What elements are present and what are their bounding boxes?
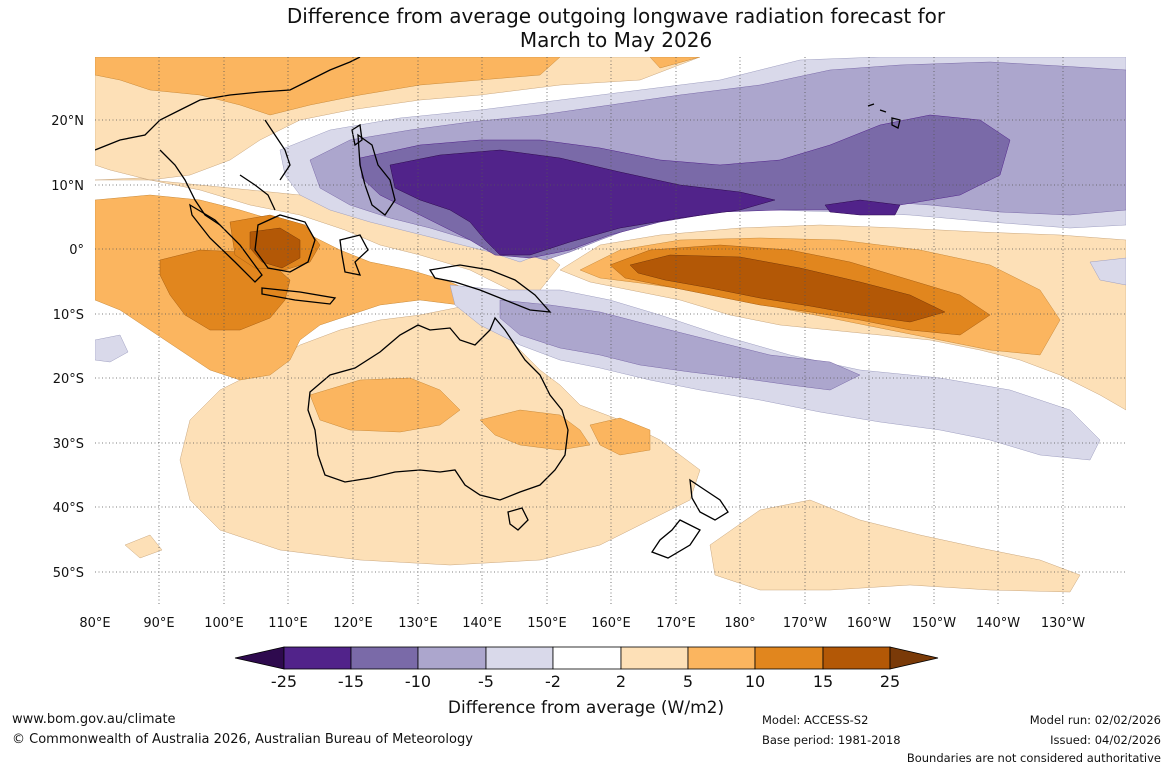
map-area [95,57,1126,605]
anomaly-neg25-neg15-regions [389,149,901,256]
sulawesi-coast [339,234,369,276]
lon-label: 170°E [656,616,696,631]
colorbar-tick: 5 [683,672,693,691]
lon-label: 80°E [79,616,110,631]
hawaii-islands [867,103,901,129]
lon-label: 140°E [462,616,502,631]
coastlines [95,57,901,559]
colorbar-tick: -5 [478,672,494,691]
colorbar-swatch [350,646,419,670]
title-line-2: March to May 2026 [519,28,713,52]
colorbar-tick: -25 [271,672,297,691]
new-zealand-coast [651,478,729,559]
lon-label: 90°E [143,616,174,631]
anomaly-15-25-regions [249,227,946,323]
colorbar-swatch [754,646,824,670]
java-coast [261,287,337,305]
lon-label: 150°W [912,616,956,631]
chart-title: Difference from average outgoing longwav… [0,4,1173,52]
lat-label: 20°S [53,372,84,387]
title-line-1: Difference from average outgoing longwav… [286,4,946,28]
boundary-disclaimer: Boundaries are not considered authoritat… [906,751,1161,765]
lat-label: 50°S [53,566,84,581]
lon-label: 160°W [847,616,891,631]
asia-mainland-coast [95,57,361,226]
philippines-coast [357,133,396,216]
lon-label: 140°W [976,616,1020,631]
lon-label: 130°W [1041,616,1085,631]
lon-label: 100°E [204,616,244,631]
colorbar-tick: -15 [338,672,364,691]
issued-date: Issued: 04/02/2026 [1050,733,1161,747]
latitude-labels: 20°N 10°N 0° 10°S 20°S 30°S 40°S 50°S [51,114,84,581]
colorbar [234,646,939,670]
lat-label: 20°N [51,114,84,129]
website-link[interactable]: www.bom.gov.au/climate [12,712,176,727]
colorbar-swatch [687,646,756,670]
colorbar-tick: 2 [616,672,626,691]
lat-label: 10°N [51,179,84,194]
new-guinea-coast [428,264,552,313]
colorbar-swatch [485,646,554,670]
model-run-date: Model run: 02/02/2026 [1029,713,1161,727]
colorbar-tick: -2 [545,672,561,691]
colorbar-tick: 15 [813,672,833,691]
colorbar-swatch [620,646,689,670]
lon-label: 170°W [783,616,827,631]
lon-label: 130°E [398,616,438,631]
lat-label: 40°S [53,501,84,516]
colorbar-swatch [417,646,487,670]
taiwan-coast [351,123,363,147]
colorbar-tick: 10 [745,672,765,691]
lat-label: 10°S [53,308,84,323]
lat-label: 30°S [53,437,84,452]
lat-label: 0° [69,243,84,258]
colorbar-tick: -10 [405,672,431,691]
borneo-coast [254,214,316,273]
tasmania-coast [507,507,529,531]
model-name: Model: ACCESS-S2 [762,713,869,727]
colorbar-tick: 25 [880,672,900,691]
lon-label: 110°E [268,616,308,631]
australia-coast [307,316,569,501]
lon-label: 180° [724,616,755,631]
colorbar-ticks: -25 -15 -10 -5 -2 2 5 10 15 25 [271,672,900,691]
colorbar-swatch-above [889,646,939,670]
colorbar-swatch-below [234,646,285,670]
colorbar-title: Difference from average (W/m2) [448,698,724,718]
lon-label: 150°E [527,616,567,631]
sumatra-coast [189,203,263,283]
graticule [95,57,1126,605]
longitude-labels: 80°E 90°E 100°E 110°E 120°E 130°E 140°E … [79,616,1085,631]
colorbar-swatch [283,646,352,670]
lon-label: 120°E [333,616,373,631]
colorbar-swatch [552,646,622,670]
lon-label: 160°E [591,616,631,631]
base-period: Base period: 1981-2018 [762,733,901,747]
colorbar-swatch [822,646,891,670]
copyright-text: © Commonwealth of Australia 2026, Austra… [12,732,473,747]
